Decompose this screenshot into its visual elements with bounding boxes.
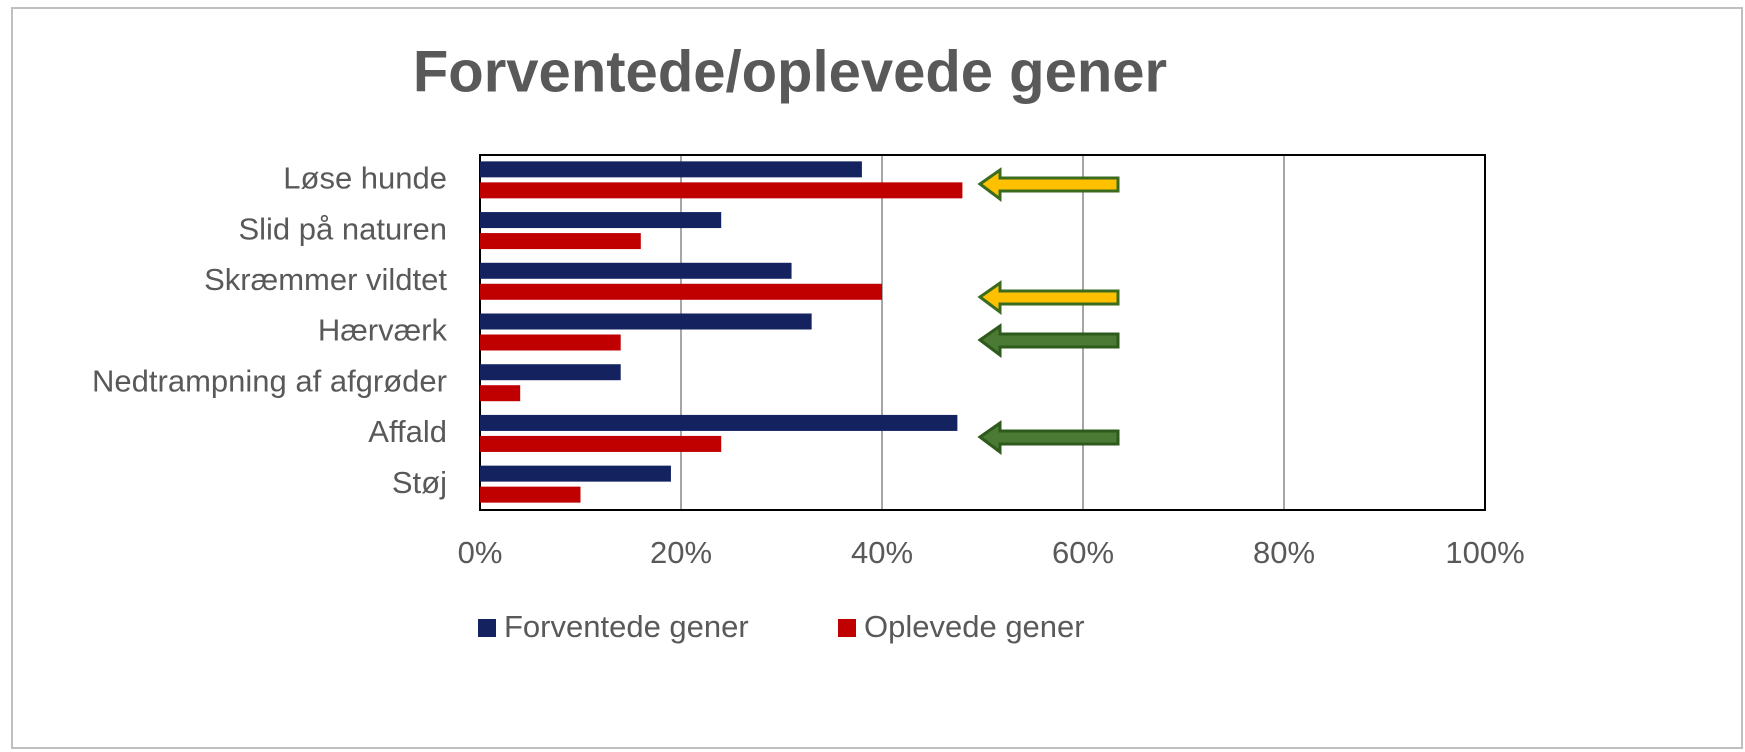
bar — [480, 465, 671, 482]
x-tick-label: 40% — [851, 535, 913, 570]
bar — [480, 385, 521, 402]
y-tick-label: Slid på naturen — [238, 211, 447, 246]
annotation-arrows — [977, 167, 1120, 455]
bar — [480, 313, 812, 330]
x-tick-label: 80% — [1253, 535, 1315, 570]
y-tick-label: Skræmmer vildtet — [204, 262, 447, 297]
arrow — [977, 420, 1120, 455]
legend-label: Oplevede gener — [864, 609, 1085, 644]
bar — [480, 364, 621, 381]
bar — [480, 283, 882, 300]
arrow — [977, 167, 1120, 202]
bar — [480, 334, 621, 351]
bar — [480, 435, 722, 452]
y-tick-label: Støj — [392, 465, 447, 500]
chart-frame — [11, 7, 1743, 749]
arrow — [977, 323, 1120, 358]
bar — [480, 182, 963, 199]
legend-swatch — [838, 619, 856, 637]
y-tick-label: Affald — [368, 414, 447, 449]
y-tick-label: Løse hunde — [283, 161, 447, 196]
bar — [480, 212, 722, 229]
y-tick-label: Nedtrampning af afgrøder — [92, 363, 447, 398]
bar — [480, 414, 958, 431]
x-tick-label: 0% — [458, 535, 503, 570]
bar — [480, 486, 581, 503]
x-tick-label: 20% — [650, 535, 712, 570]
y-tick-label: Hærværk — [318, 313, 448, 348]
legend-swatch — [478, 619, 496, 637]
bar — [480, 233, 641, 250]
arrow — [977, 280, 1120, 315]
bar — [480, 262, 792, 279]
x-tick-label: 100% — [1445, 535, 1524, 570]
plot-border — [479, 154, 1486, 511]
x-tick-label: 60% — [1052, 535, 1114, 570]
legend-label: Forventede gener — [504, 609, 749, 644]
chart-title: Forventede/oplevede gener — [413, 39, 1167, 104]
bar — [480, 161, 862, 178]
